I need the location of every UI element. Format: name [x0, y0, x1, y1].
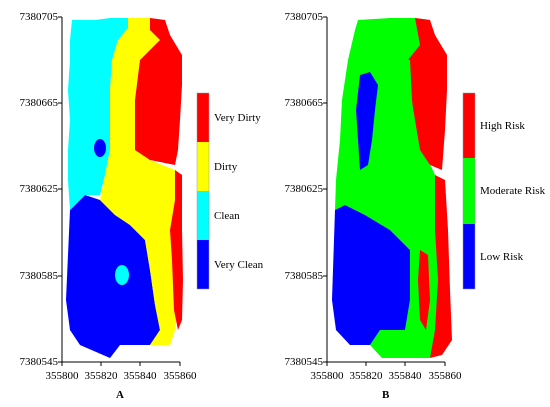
spot-a-2 — [115, 265, 129, 285]
x-tick-label: 355840 — [123, 370, 157, 382]
map-panel-b: 7380705 7380665 7380625 7380585 7380545 … — [270, 0, 550, 407]
legend-a-swatch-very-clean — [197, 240, 209, 289]
map-b-svg — [323, 16, 476, 366]
region-clean-a — [68, 18, 128, 210]
y-ticks-a — [58, 16, 62, 363]
map-a-regions — [66, 18, 183, 358]
y-tick-label: 7380625 — [284, 183, 324, 195]
legend-b-swatch-high-risk — [463, 93, 475, 158]
y-tick-label: 7380625 — [19, 183, 59, 195]
legend-a-label-clean: Clean — [214, 210, 240, 222]
y-tick-label: 7380585 — [284, 270, 324, 282]
y-tick-label: 7380545 — [19, 356, 59, 368]
legend-b-swatch-moderate-risk — [463, 158, 475, 224]
y-tick-label: 7380545 — [284, 356, 324, 368]
map-a-svg — [58, 16, 210, 366]
legend-a-label-dirty: Dirty — [214, 161, 238, 173]
y-tick-label: 7380665 — [284, 97, 324, 109]
legend-b-swatch-low-risk — [463, 224, 475, 289]
y-tick-label: 7380705 — [284, 11, 324, 23]
panel-label-a: A — [116, 389, 124, 401]
x-tick-label: 355840 — [388, 370, 422, 382]
region-low-risk-b-top — [356, 72, 378, 170]
legend-a-label-very-clean: Very Clean — [214, 259, 264, 271]
region-very-dirty-a-top — [135, 18, 182, 165]
legend-a-swatch-dirty — [197, 142, 209, 191]
region-high-risk-b-inner — [418, 250, 430, 330]
panel-label-b: B — [382, 389, 390, 401]
region-very-dirty-a-strip — [170, 170, 183, 330]
region-low-risk-b-bottom — [332, 205, 410, 345]
spot-a-1 — [94, 139, 106, 157]
y-tick-label: 7380705 — [19, 11, 59, 23]
x-tick-label: 355800 — [310, 370, 344, 382]
legend-a-label-very-dirty: Very Dirty — [214, 112, 261, 124]
x-tick-label: 355860 — [163, 370, 197, 382]
legend-b-label-high-risk: High Risk — [480, 120, 525, 132]
legend-b-label-moderate-risk: Moderate Risk — [480, 185, 546, 197]
region-high-risk-b-top — [408, 18, 447, 170]
region-moderate-gap-b — [400, 60, 416, 150]
region-very-clean-a — [66, 195, 160, 358]
x-tick-label: 355800 — [45, 370, 79, 382]
x-tick-label: 355820 — [84, 370, 118, 382]
map-panel-a: 7380705 7380665 7380625 7380585 7380545 … — [19, 11, 264, 401]
region-high-risk-b-strip — [430, 175, 452, 358]
x-tick-label: 355860 — [428, 370, 462, 382]
legend-a-swatch-clean — [197, 191, 209, 240]
y-tick-label: 7380585 — [19, 270, 59, 282]
legend-b — [462, 92, 476, 290]
legend-b-label-low-risk: Low Risk — [480, 251, 524, 263]
map-b-regions — [332, 18, 452, 358]
x-tick-label: 355820 — [349, 370, 383, 382]
legend-a — [196, 92, 210, 290]
y-ticks-b — [323, 16, 327, 363]
x-ticks-a — [61, 362, 181, 366]
x-ticks-b — [326, 362, 446, 366]
region-dirty-a — [100, 18, 178, 345]
y-tick-label: 7380665 — [19, 97, 59, 109]
legend-a-swatch-very-dirty — [197, 93, 209, 142]
